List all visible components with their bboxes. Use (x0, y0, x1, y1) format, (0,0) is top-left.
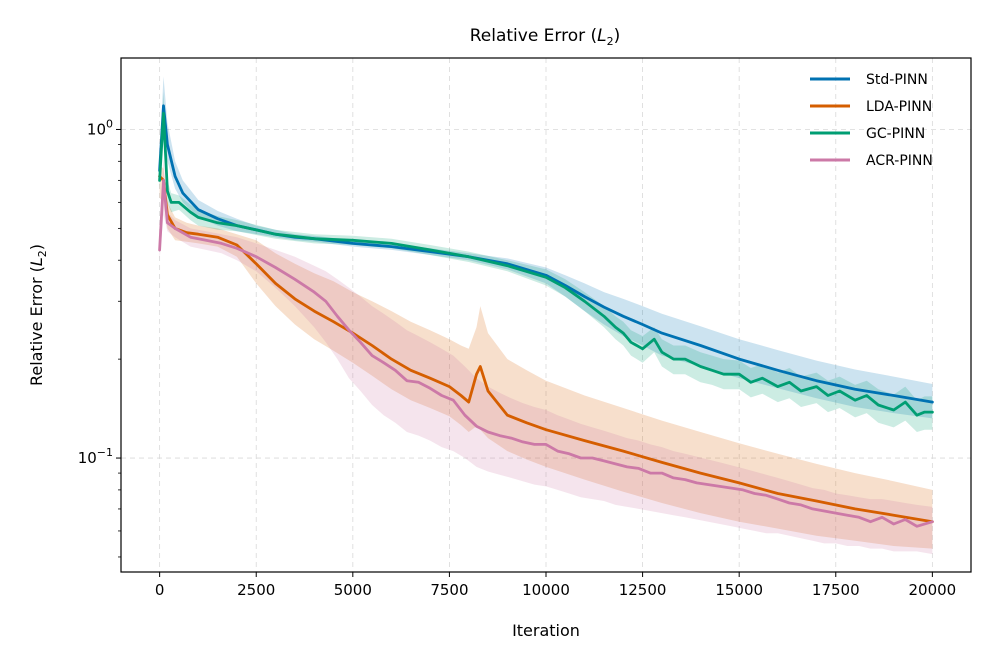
grid-lines (121, 58, 971, 572)
confidence-bands (159, 76, 933, 555)
x-tick-label: 2500 (237, 581, 275, 599)
x-tick-label: 12500 (619, 581, 667, 599)
line-acr-pinn (158, 178, 934, 528)
legend-label-acr-pinn: ACR-PINN (866, 153, 933, 169)
chart-title: Relative Error (L2) (470, 26, 621, 48)
x-tick-label: 0 (155, 581, 165, 599)
x-tick-label: 15000 (715, 581, 763, 599)
y-axis-ticks: 100 10−1 (78, 117, 121, 558)
line-gc-pinn (158, 111, 934, 417)
x-tick-label: 5000 (334, 581, 372, 599)
band-acr-pinn (159, 157, 933, 555)
x-tick-label: 10000 (522, 581, 570, 599)
y-tick-label: 100 (87, 117, 113, 138)
y-axis-label: Relative Error (L2) (27, 244, 49, 386)
x-axis-label: Iteration (512, 621, 580, 640)
line-lda-pinn (158, 174, 934, 524)
x-tick-label: 17500 (812, 581, 860, 599)
x-tick-label: 20000 (909, 581, 957, 599)
band-gc-pinn (159, 92, 933, 432)
legend-label-lda-pinn: LDA-PINN (866, 99, 932, 115)
series-lines (158, 104, 934, 528)
legend-label-gc-pinn: GC-PINN (866, 126, 925, 142)
x-tick-label: 7500 (430, 581, 468, 599)
legend: Std-PINN LDA-PINN GC-PINN ACR-PINN (810, 72, 933, 169)
band-lda-pinn (159, 164, 933, 549)
legend-label-std-pinn: Std-PINN (866, 72, 928, 88)
y-tick-label: 10−1 (78, 446, 113, 467)
band-std-pinn (159, 76, 933, 419)
x-axis-ticks: 0 2500 5000 7500 10000 12500 15000 17500 20000 (155, 572, 956, 599)
